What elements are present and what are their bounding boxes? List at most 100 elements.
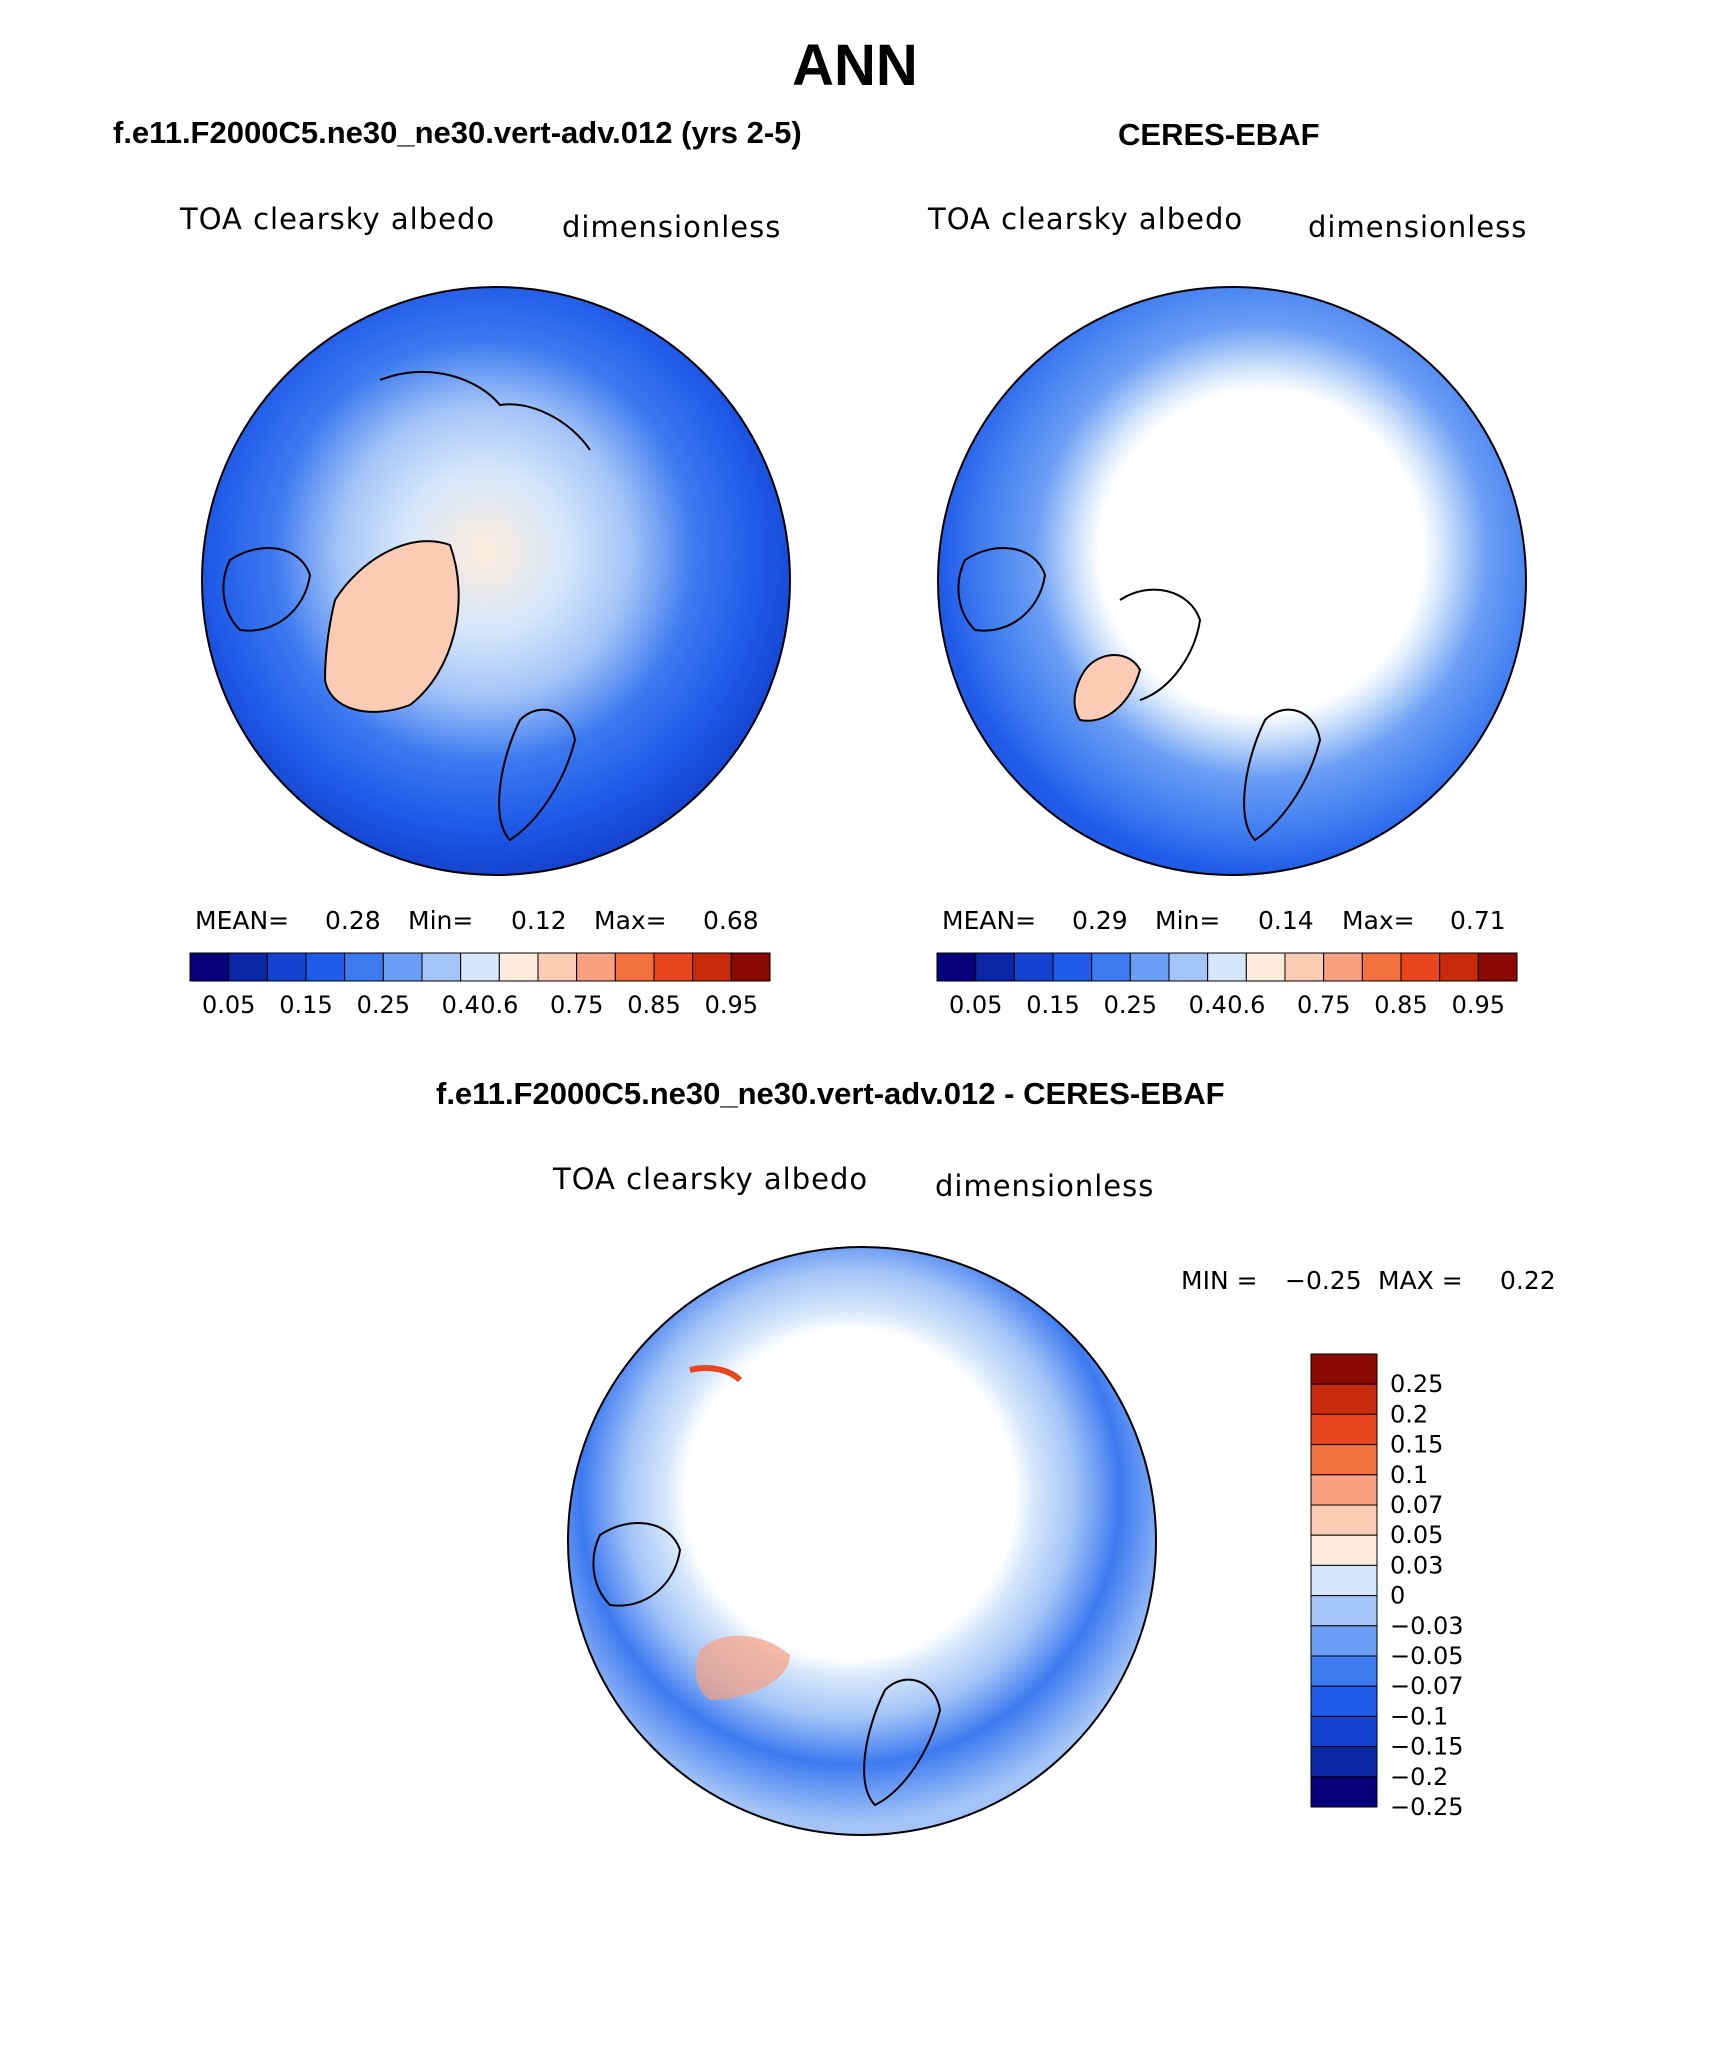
- colorbar1-tick-label: 0.95: [705, 991, 758, 1019]
- panel3-map-field: [568, 1247, 1156, 1835]
- colorbar1-swatch: [498, 952, 539, 982]
- colorbar3-tick-label: −0.25: [1390, 1793, 1464, 1821]
- colorbar3-swatch: [1310, 1625, 1378, 1657]
- panel1-title: f.e11.F2000C5.ne30_ne30.vert-adv.012 (yr…: [113, 115, 802, 150]
- colorbar2-swatch: [1245, 952, 1286, 982]
- colorbar1-swatch: [537, 952, 578, 982]
- colorbar2-swatch: [1168, 952, 1209, 982]
- colorbar1-swatch: [614, 952, 655, 982]
- colorbar2-tick-label: 0.05: [949, 991, 1002, 1019]
- colorbar3-swatch: [1310, 1383, 1378, 1415]
- colorbar3-swatch: [1310, 1595, 1378, 1627]
- colorbar3-tick-label: −0.15: [1390, 1733, 1464, 1761]
- colorbar1-tick-label: 0.85: [627, 991, 680, 1019]
- colorbar3-swatch: [1310, 1715, 1378, 1748]
- panel2-mean-label: MEAN=: [942, 906, 1037, 935]
- colorbar2-tick-label: 0.75: [1297, 991, 1350, 1019]
- panel3-coast-scandinavia: [863, 1678, 942, 1807]
- panel1-mean-value: 0.28: [325, 906, 381, 935]
- panel1-min-value: 0.12: [511, 906, 567, 935]
- colorbar3-swatch: [1310, 1444, 1378, 1476]
- panel1-map: [201, 286, 791, 876]
- panel3-siberia-anomaly: [689, 1365, 743, 1383]
- colorbar1-swatch: [730, 952, 771, 982]
- colorbar2-swatch: [975, 952, 1015, 982]
- colorbar3-swatch: [1310, 1504, 1378, 1536]
- panel1-mean-label: MEAN=: [195, 906, 290, 935]
- colorbar1-tick-label: 0.6: [480, 991, 518, 1019]
- panel1-units-label: dimensionless: [562, 210, 782, 244]
- panel1-map-field: [202, 287, 790, 875]
- panel2-map-field: [938, 287, 1526, 875]
- panel2-mean-value: 0.29: [1072, 906, 1128, 935]
- colorbar3-swatch: [1310, 1413, 1378, 1446]
- panel2-title: CERES-EBAF: [1118, 117, 1320, 152]
- panel3-map-border: [567, 1246, 1157, 1836]
- colorbar2-tick-label: 0.4: [1189, 991, 1227, 1019]
- colorbar3-tick-label: 0.15: [1390, 1431, 1443, 1459]
- colorbar1-tick-label: 0.05: [202, 991, 255, 1019]
- colorbar3-swatch: [1310, 1353, 1378, 1385]
- colorbar3-tick-label: 0.1: [1390, 1461, 1428, 1489]
- panel2-variable-label: TOA clearsky albedo: [928, 202, 1244, 236]
- panel2-coast-scandinavia: [1243, 708, 1322, 842]
- colorbar2-tick-label: 0.15: [1026, 991, 1079, 1019]
- colorbar3-tick-label: −0.07: [1390, 1672, 1464, 1700]
- colorbar1-tick-label: 0.4: [442, 991, 480, 1019]
- colorbar1-swatch: [228, 952, 268, 982]
- colorbar2-tick-label: 0.85: [1374, 991, 1427, 1019]
- colorbar2-tick-label: 0.95: [1452, 991, 1505, 1019]
- colorbar3-tick-label: −0.2: [1390, 1763, 1448, 1791]
- panel1-coast-siberia: [379, 370, 591, 451]
- colorbar1-tick-label: 0.15: [279, 991, 332, 1019]
- panel2-coast-greenland: [1119, 588, 1202, 701]
- panel3-min-value: −0.25: [1285, 1266, 1362, 1295]
- colorbar1-tick-label: 0.75: [550, 991, 603, 1019]
- colorbar2-swatch: [1361, 952, 1402, 982]
- colorbar2-swatch: [1439, 952, 1479, 982]
- colorbar2-swatch: [1400, 952, 1441, 982]
- panel2-map: [937, 286, 1527, 876]
- colorbar3-swatch: [1310, 1685, 1378, 1717]
- panel3-max-value: 0.22: [1500, 1266, 1556, 1295]
- panel2-max-value: 0.71: [1450, 906, 1506, 935]
- colorbar3-swatch: [1310, 1564, 1378, 1597]
- colorbar1-swatch: [421, 952, 462, 982]
- colorbar3-swatch: [1310, 1746, 1378, 1778]
- colorbar2-swatch: [1323, 952, 1363, 982]
- colorbar3-tick-label: 0.03: [1390, 1551, 1443, 1579]
- colorbar1-swatch: [189, 952, 230, 982]
- panel3-variable-label: TOA clearsky albedo: [553, 1162, 869, 1196]
- panel2-max-label: Max=: [1342, 906, 1415, 935]
- colorbar1-swatch: [344, 952, 384, 982]
- colorbar3-tick-label: −0.05: [1390, 1642, 1464, 1670]
- panel1-coast-scandinavia: [498, 708, 577, 842]
- panel1-max-label: Max=: [594, 906, 667, 935]
- panel3-coast-canada: [592, 1522, 682, 1607]
- panel2-map-border: [937, 286, 1527, 876]
- panel1-variable-label: TOA clearsky albedo: [180, 202, 496, 236]
- panel2-min-value: 0.14: [1258, 906, 1314, 935]
- colorbar2-swatch: [936, 952, 977, 982]
- panel3-min-label: MIN =: [1181, 1266, 1258, 1295]
- colorbar2-swatch: [1013, 952, 1054, 982]
- panel2-units-label: dimensionless: [1308, 210, 1528, 244]
- colorbar1-swatch: [382, 952, 423, 982]
- colorbar1-swatch: [653, 952, 694, 982]
- panel2-greenland-tip: [1073, 654, 1142, 722]
- panel1-greenland: [323, 540, 460, 713]
- colorbar1-swatch: [576, 952, 616, 982]
- panel2-min-label: Min=: [1155, 906, 1221, 935]
- colorbar3-tick-label: 0.25: [1390, 1370, 1443, 1398]
- panel1-max-value: 0.68: [703, 906, 759, 935]
- panel3-units-label: dimensionless: [935, 1169, 1155, 1203]
- panel1-min-label: Min=: [408, 906, 474, 935]
- panel3-map: [567, 1246, 1157, 1836]
- colorbar1-swatch: [692, 952, 732, 982]
- colorbar3-swatch: [1310, 1776, 1378, 1808]
- colorbar3-tick-label: −0.1: [1390, 1702, 1448, 1730]
- colorbar3-swatch: [1310, 1534, 1378, 1566]
- colorbar3-tick-label: 0: [1390, 1582, 1405, 1610]
- colorbar2-swatch: [1284, 952, 1325, 982]
